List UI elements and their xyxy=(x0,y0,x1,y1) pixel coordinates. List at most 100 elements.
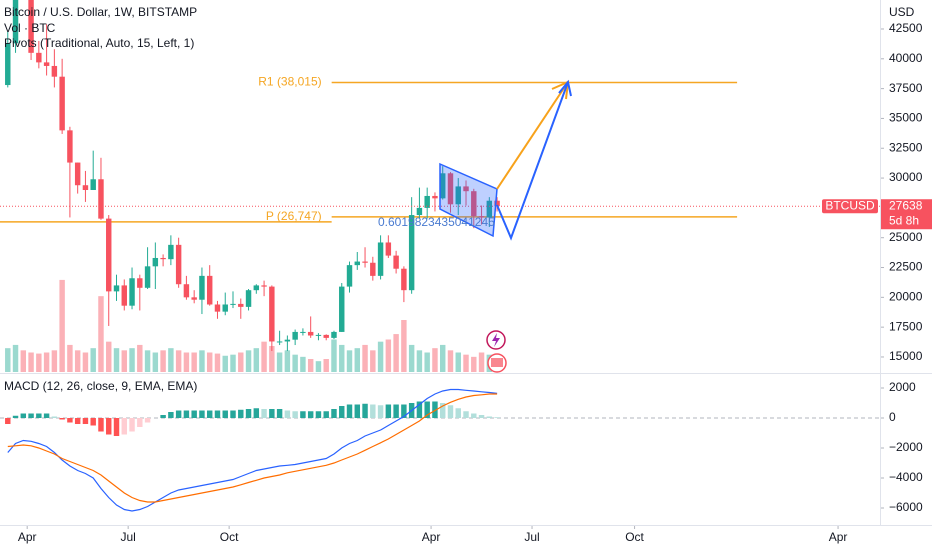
macd-histogram-bar xyxy=(28,413,34,419)
x-tick-label: Oct xyxy=(625,530,644,544)
macd-histogram-bar xyxy=(20,413,27,419)
macd-histogram-bar xyxy=(432,401,438,419)
y-tick-label: 32500 xyxy=(889,140,923,154)
y-tick-label: 17500 xyxy=(889,319,923,333)
macd-histogram-bar xyxy=(315,411,322,419)
candle-body xyxy=(424,195,430,208)
volume-bar xyxy=(447,350,454,372)
candle-body xyxy=(191,297,197,300)
candle-body xyxy=(471,191,477,217)
macd-histogram-bar xyxy=(106,418,112,435)
macd-histogram-bar xyxy=(67,418,73,423)
macd-histogram-bar xyxy=(206,410,213,419)
candle-body xyxy=(238,303,244,307)
candle-body xyxy=(51,65,58,77)
macd-histogram-bar xyxy=(284,410,291,419)
volume-bar xyxy=(28,352,34,372)
macd-histogram-bar xyxy=(276,409,283,419)
macd-histogram-bar xyxy=(416,401,423,419)
macd-histogram-bar xyxy=(261,409,267,419)
macd-histogram-bar xyxy=(230,410,236,419)
volume-bar xyxy=(43,352,50,372)
volume-bar xyxy=(199,350,205,372)
macd-histogram-bar xyxy=(168,412,174,419)
flag-pattern xyxy=(439,162,498,238)
x-tick-label: Jul xyxy=(120,530,135,544)
candle-body xyxy=(199,275,205,300)
macd-histogram-bar xyxy=(59,418,65,420)
macd-histogram-bar xyxy=(74,418,81,425)
volume-bar xyxy=(67,344,73,372)
y-tick-label: −2000 xyxy=(889,440,923,454)
candle-body xyxy=(222,304,228,312)
projection-orange xyxy=(496,81,569,190)
volume-bar xyxy=(206,352,213,372)
y-tick-label: 42500 xyxy=(889,21,923,35)
candle-body xyxy=(90,179,96,190)
volume-bar xyxy=(315,361,322,372)
candle-body xyxy=(98,179,104,219)
candle-body xyxy=(284,339,291,342)
candle-body xyxy=(339,286,345,332)
macd-histogram-bar xyxy=(463,411,469,419)
macd-histogram-bar xyxy=(346,404,353,419)
volume-bar xyxy=(269,346,275,372)
candle-body xyxy=(214,304,221,312)
axes: 1500017500200002250025000275003000032500… xyxy=(18,21,932,544)
candle-body xyxy=(455,186,461,205)
volume-bar xyxy=(90,348,96,372)
volume-bar xyxy=(408,344,415,372)
macd-histogram-bar xyxy=(82,418,89,425)
volume-bar xyxy=(455,352,461,372)
volume-bar xyxy=(385,339,392,372)
volume-bar xyxy=(393,334,399,372)
macd-line xyxy=(7,393,498,503)
volume-bar xyxy=(98,296,104,372)
y-tick-label: 15000 xyxy=(889,349,923,363)
macd-histogram-bar xyxy=(12,415,19,419)
volume-bar xyxy=(12,344,19,372)
macd-histogram-bar xyxy=(175,410,182,419)
macd-histogram-bar xyxy=(191,410,197,419)
candle-body xyxy=(486,200,493,218)
price-tag-label: 27638 xyxy=(889,198,923,212)
volume-bar xyxy=(238,352,244,372)
y-tick-label: 40000 xyxy=(889,51,923,65)
candle-body xyxy=(12,0,19,44)
macd-histogram-bar xyxy=(385,404,392,419)
volume-bar xyxy=(106,341,112,372)
candle-body xyxy=(292,331,298,340)
macd-histogram-bar xyxy=(447,405,454,419)
y-tick-label: −6000 xyxy=(889,500,923,514)
x-tick-label: Apr xyxy=(422,530,441,544)
volume-bar xyxy=(175,350,182,372)
candle-body xyxy=(152,257,159,267)
macd-legend: MACD (12, 26, close, 9, EMA, EMA) xyxy=(4,379,197,393)
volume-bar xyxy=(121,350,127,372)
macd-histogram-bar xyxy=(292,411,298,419)
x-tick-label: Apr xyxy=(829,530,848,544)
candle-body xyxy=(362,261,368,263)
macd-histogram-bar xyxy=(440,403,446,419)
symbol-tag xyxy=(822,199,878,214)
candle-body xyxy=(416,207,423,216)
volume-bar xyxy=(478,352,485,372)
volume-bar xyxy=(113,348,120,372)
candle-body xyxy=(401,268,407,291)
macd-histogram-bar xyxy=(5,418,11,425)
macd-histogram-bar xyxy=(471,413,477,419)
candle-body xyxy=(463,186,469,192)
candle-body xyxy=(245,290,252,307)
macd-histogram-bar xyxy=(486,416,493,419)
macd-histogram-bar xyxy=(222,410,228,419)
y-tick-label: 22500 xyxy=(889,260,923,274)
volume-bar xyxy=(51,350,58,372)
macd-histogram-bar xyxy=(478,415,485,419)
volume-bar xyxy=(307,359,314,372)
volume-bar xyxy=(440,344,446,372)
y-tick-label: 2000 xyxy=(889,380,916,394)
macd-histogram-bar xyxy=(245,409,252,419)
volume-bar xyxy=(160,350,166,372)
macd-histogram-bar xyxy=(199,410,205,419)
